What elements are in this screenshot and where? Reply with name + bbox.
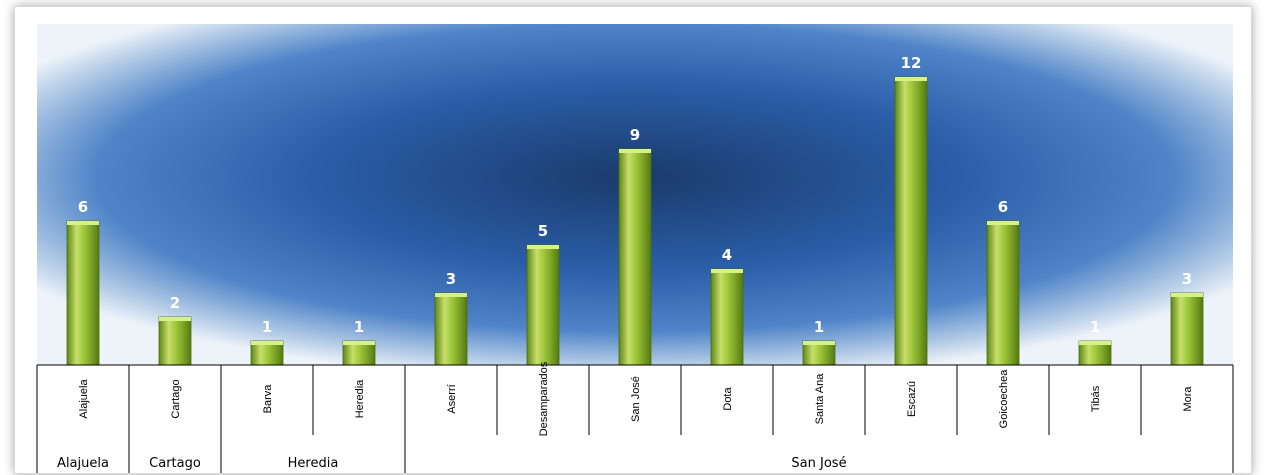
bar-13 (1170, 292, 1204, 366)
bars-group (66, 76, 1204, 366)
tick-label: Mora (1182, 386, 1194, 412)
bar-top-highlight (619, 149, 651, 153)
bar-10 (894, 76, 928, 366)
chart-frame: 6 2 1 1 3 5 9 4 1 12 6 1 3 Alajuela Cartago Barva Hered… (14, 6, 1252, 474)
bar-chart: 6 2 1 1 3 5 9 4 1 12 6 1 3 Alajuela Cartago Barva Hered… (36, 24, 1234, 473)
bar-body (158, 316, 192, 366)
group-label: Alajuela (57, 456, 109, 471)
bar-top-highlight (435, 293, 467, 297)
bar-2 (158, 316, 192, 366)
data-label: 1 (262, 318, 272, 336)
tick-label: Santa Ana (814, 373, 826, 425)
bar-body (434, 292, 468, 366)
data-label: 3 (1182, 270, 1192, 288)
tick-label: Tibás (1090, 385, 1102, 412)
tick-label: Cartago (170, 379, 182, 418)
bar-5 (434, 292, 468, 366)
data-label: 4 (722, 246, 732, 264)
data-label: 1 (814, 318, 824, 336)
tick-label: San José (630, 376, 642, 422)
bar-4 (342, 340, 376, 366)
bar-9 (802, 340, 836, 366)
data-label: 1 (354, 318, 364, 336)
group-label: San José (791, 456, 846, 471)
bar-top-highlight (711, 269, 743, 273)
bar-12 (1078, 340, 1112, 366)
bar-1 (66, 220, 100, 366)
bar-top-highlight (527, 245, 559, 249)
bar-body (526, 244, 560, 366)
data-label: 12 (901, 54, 922, 72)
bar-body (986, 220, 1020, 366)
tick-label: Desamparados (538, 361, 550, 436)
bar-top-highlight (67, 221, 99, 225)
bar-6 (526, 244, 560, 366)
data-label: 6 (998, 198, 1008, 216)
data-label: 3 (446, 270, 456, 288)
tick-label: Goicoechea (998, 369, 1010, 429)
bar-top-highlight (803, 341, 835, 345)
data-label: 6 (78, 198, 88, 216)
data-labels-group: 6 2 1 1 3 5 9 4 1 12 6 1 3 (78, 54, 1192, 336)
bar-top-highlight (251, 341, 283, 345)
bar-top-highlight (159, 317, 191, 321)
bar-3 (250, 340, 284, 366)
tick-label: Alajuela (78, 379, 90, 419)
bar-11 (986, 220, 1020, 366)
bar-8 (710, 268, 744, 366)
bar-body (1170, 292, 1204, 366)
bar-top-highlight (343, 341, 375, 345)
group-label: Cartago (149, 456, 201, 471)
tick-label: Heredia (354, 379, 366, 418)
tick-label: Dota (722, 387, 734, 411)
tick-label: Aserrí (446, 384, 458, 413)
category-axis: Alajuela Cartago Barva Heredia Aserrí Desampa… (36, 361, 1234, 473)
tick-label: Barva (262, 384, 274, 414)
bar-body (710, 268, 744, 366)
bar-top-highlight (1171, 293, 1203, 297)
bar-top-highlight (895, 77, 927, 81)
bar-body (894, 76, 928, 366)
bar-7 (618, 148, 652, 366)
data-label: 2 (170, 294, 180, 312)
data-label: 5 (538, 222, 548, 240)
tick-label: Escazú (906, 381, 918, 417)
group-label: Heredia (288, 456, 339, 471)
data-label: 9 (630, 126, 640, 144)
bar-top-highlight (1079, 341, 1111, 345)
bar-body (66, 220, 100, 366)
bar-top-highlight (987, 221, 1019, 225)
data-label: 1 (1090, 318, 1100, 336)
bar-body (618, 148, 652, 366)
